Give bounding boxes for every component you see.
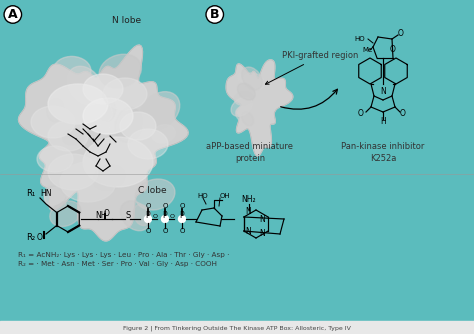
- Text: O: O: [390, 44, 396, 53]
- Ellipse shape: [83, 98, 133, 134]
- Ellipse shape: [67, 66, 103, 105]
- Text: NH₂: NH₂: [242, 194, 256, 203]
- Ellipse shape: [94, 124, 110, 138]
- Ellipse shape: [145, 215, 152, 222]
- Ellipse shape: [162, 215, 168, 222]
- Text: R₁: R₁: [26, 189, 35, 198]
- Ellipse shape: [231, 97, 252, 116]
- Text: PKI-grafted region: PKI-grafted region: [265, 51, 358, 84]
- Text: NH: NH: [95, 210, 107, 219]
- Text: Me: Me: [363, 47, 373, 53]
- Ellipse shape: [83, 74, 123, 104]
- Text: HO: HO: [355, 36, 365, 42]
- Text: B: B: [210, 8, 219, 21]
- Ellipse shape: [60, 162, 116, 202]
- Text: O: O: [37, 233, 43, 242]
- Ellipse shape: [242, 112, 254, 126]
- Ellipse shape: [128, 129, 168, 159]
- Text: O: O: [104, 208, 110, 217]
- Text: N: N: [259, 229, 265, 238]
- Text: P: P: [163, 210, 167, 219]
- Bar: [0, 321, 474, 334]
- Text: Figure 2 | From Tinkering Outside The Kinase ATP Box: Allosteric, Type IV: Figure 2 | From Tinkering Outside The Ki…: [123, 325, 351, 331]
- Ellipse shape: [120, 201, 150, 231]
- Ellipse shape: [44, 186, 66, 210]
- Ellipse shape: [107, 121, 130, 150]
- Ellipse shape: [236, 106, 260, 124]
- Text: P: P: [180, 210, 184, 219]
- Ellipse shape: [103, 78, 147, 110]
- Text: O: O: [400, 110, 406, 119]
- Ellipse shape: [93, 100, 112, 122]
- Ellipse shape: [54, 56, 91, 85]
- Ellipse shape: [152, 125, 175, 143]
- Ellipse shape: [93, 165, 126, 190]
- Text: O: O: [179, 203, 185, 209]
- Polygon shape: [226, 60, 293, 156]
- Text: R₂ = · Met · Asn · Met · Ser · Pro · Val · Gly · Asp · COOH: R₂ = · Met · Asn · Met · Ser · Pro · Val…: [18, 261, 217, 267]
- Text: N: N: [245, 227, 251, 236]
- Text: O: O: [170, 213, 174, 218]
- Text: HN: HN: [40, 189, 52, 198]
- FancyArrowPatch shape: [281, 89, 337, 109]
- Ellipse shape: [48, 154, 98, 190]
- Text: R₂: R₂: [26, 233, 35, 242]
- Text: N: N: [259, 215, 265, 224]
- Ellipse shape: [237, 73, 250, 82]
- Text: O: O: [162, 228, 168, 234]
- Ellipse shape: [99, 54, 141, 88]
- Ellipse shape: [234, 92, 253, 105]
- Text: O: O: [179, 228, 185, 234]
- Text: A: A: [8, 8, 18, 21]
- Text: N: N: [380, 87, 386, 96]
- Ellipse shape: [98, 97, 116, 121]
- Ellipse shape: [37, 146, 73, 172]
- Text: Pan-kinase inhibitor
K252a: Pan-kinase inhibitor K252a: [341, 142, 425, 163]
- Text: O: O: [153, 213, 157, 218]
- Ellipse shape: [46, 99, 64, 122]
- Text: O: O: [146, 203, 151, 209]
- Ellipse shape: [115, 108, 142, 142]
- Text: HO: HO: [197, 193, 208, 199]
- Ellipse shape: [242, 67, 262, 90]
- Ellipse shape: [120, 112, 156, 140]
- Ellipse shape: [63, 129, 84, 145]
- Polygon shape: [18, 45, 188, 241]
- Ellipse shape: [244, 73, 264, 90]
- Text: S: S: [126, 210, 131, 219]
- Ellipse shape: [83, 137, 153, 187]
- Text: O: O: [146, 228, 151, 234]
- Text: OH: OH: [220, 193, 231, 199]
- Ellipse shape: [133, 204, 151, 225]
- Text: O: O: [358, 110, 364, 119]
- Text: O: O: [162, 203, 168, 209]
- Text: O: O: [398, 29, 404, 38]
- Text: H: H: [380, 118, 386, 127]
- Ellipse shape: [50, 201, 81, 226]
- Ellipse shape: [50, 97, 71, 124]
- Text: aPP-based miniature
protein: aPP-based miniature protein: [207, 142, 293, 163]
- Text: N: N: [245, 207, 251, 216]
- Ellipse shape: [140, 92, 180, 130]
- Ellipse shape: [135, 179, 175, 210]
- Ellipse shape: [31, 106, 75, 138]
- Text: R₁ = AcNH₂· Lys · Lys · Lys · Leu · Pro · Ala · Thr · Gly · Asp ·: R₁ = AcNH₂· Lys · Lys · Lys · Leu · Pro …: [18, 252, 229, 258]
- Ellipse shape: [48, 84, 108, 124]
- Ellipse shape: [179, 215, 185, 222]
- Text: C lobe: C lobe: [138, 186, 167, 195]
- Text: N lobe: N lobe: [112, 16, 141, 25]
- Text: P: P: [146, 210, 150, 219]
- Ellipse shape: [237, 83, 255, 100]
- Ellipse shape: [45, 187, 65, 205]
- Ellipse shape: [48, 121, 88, 151]
